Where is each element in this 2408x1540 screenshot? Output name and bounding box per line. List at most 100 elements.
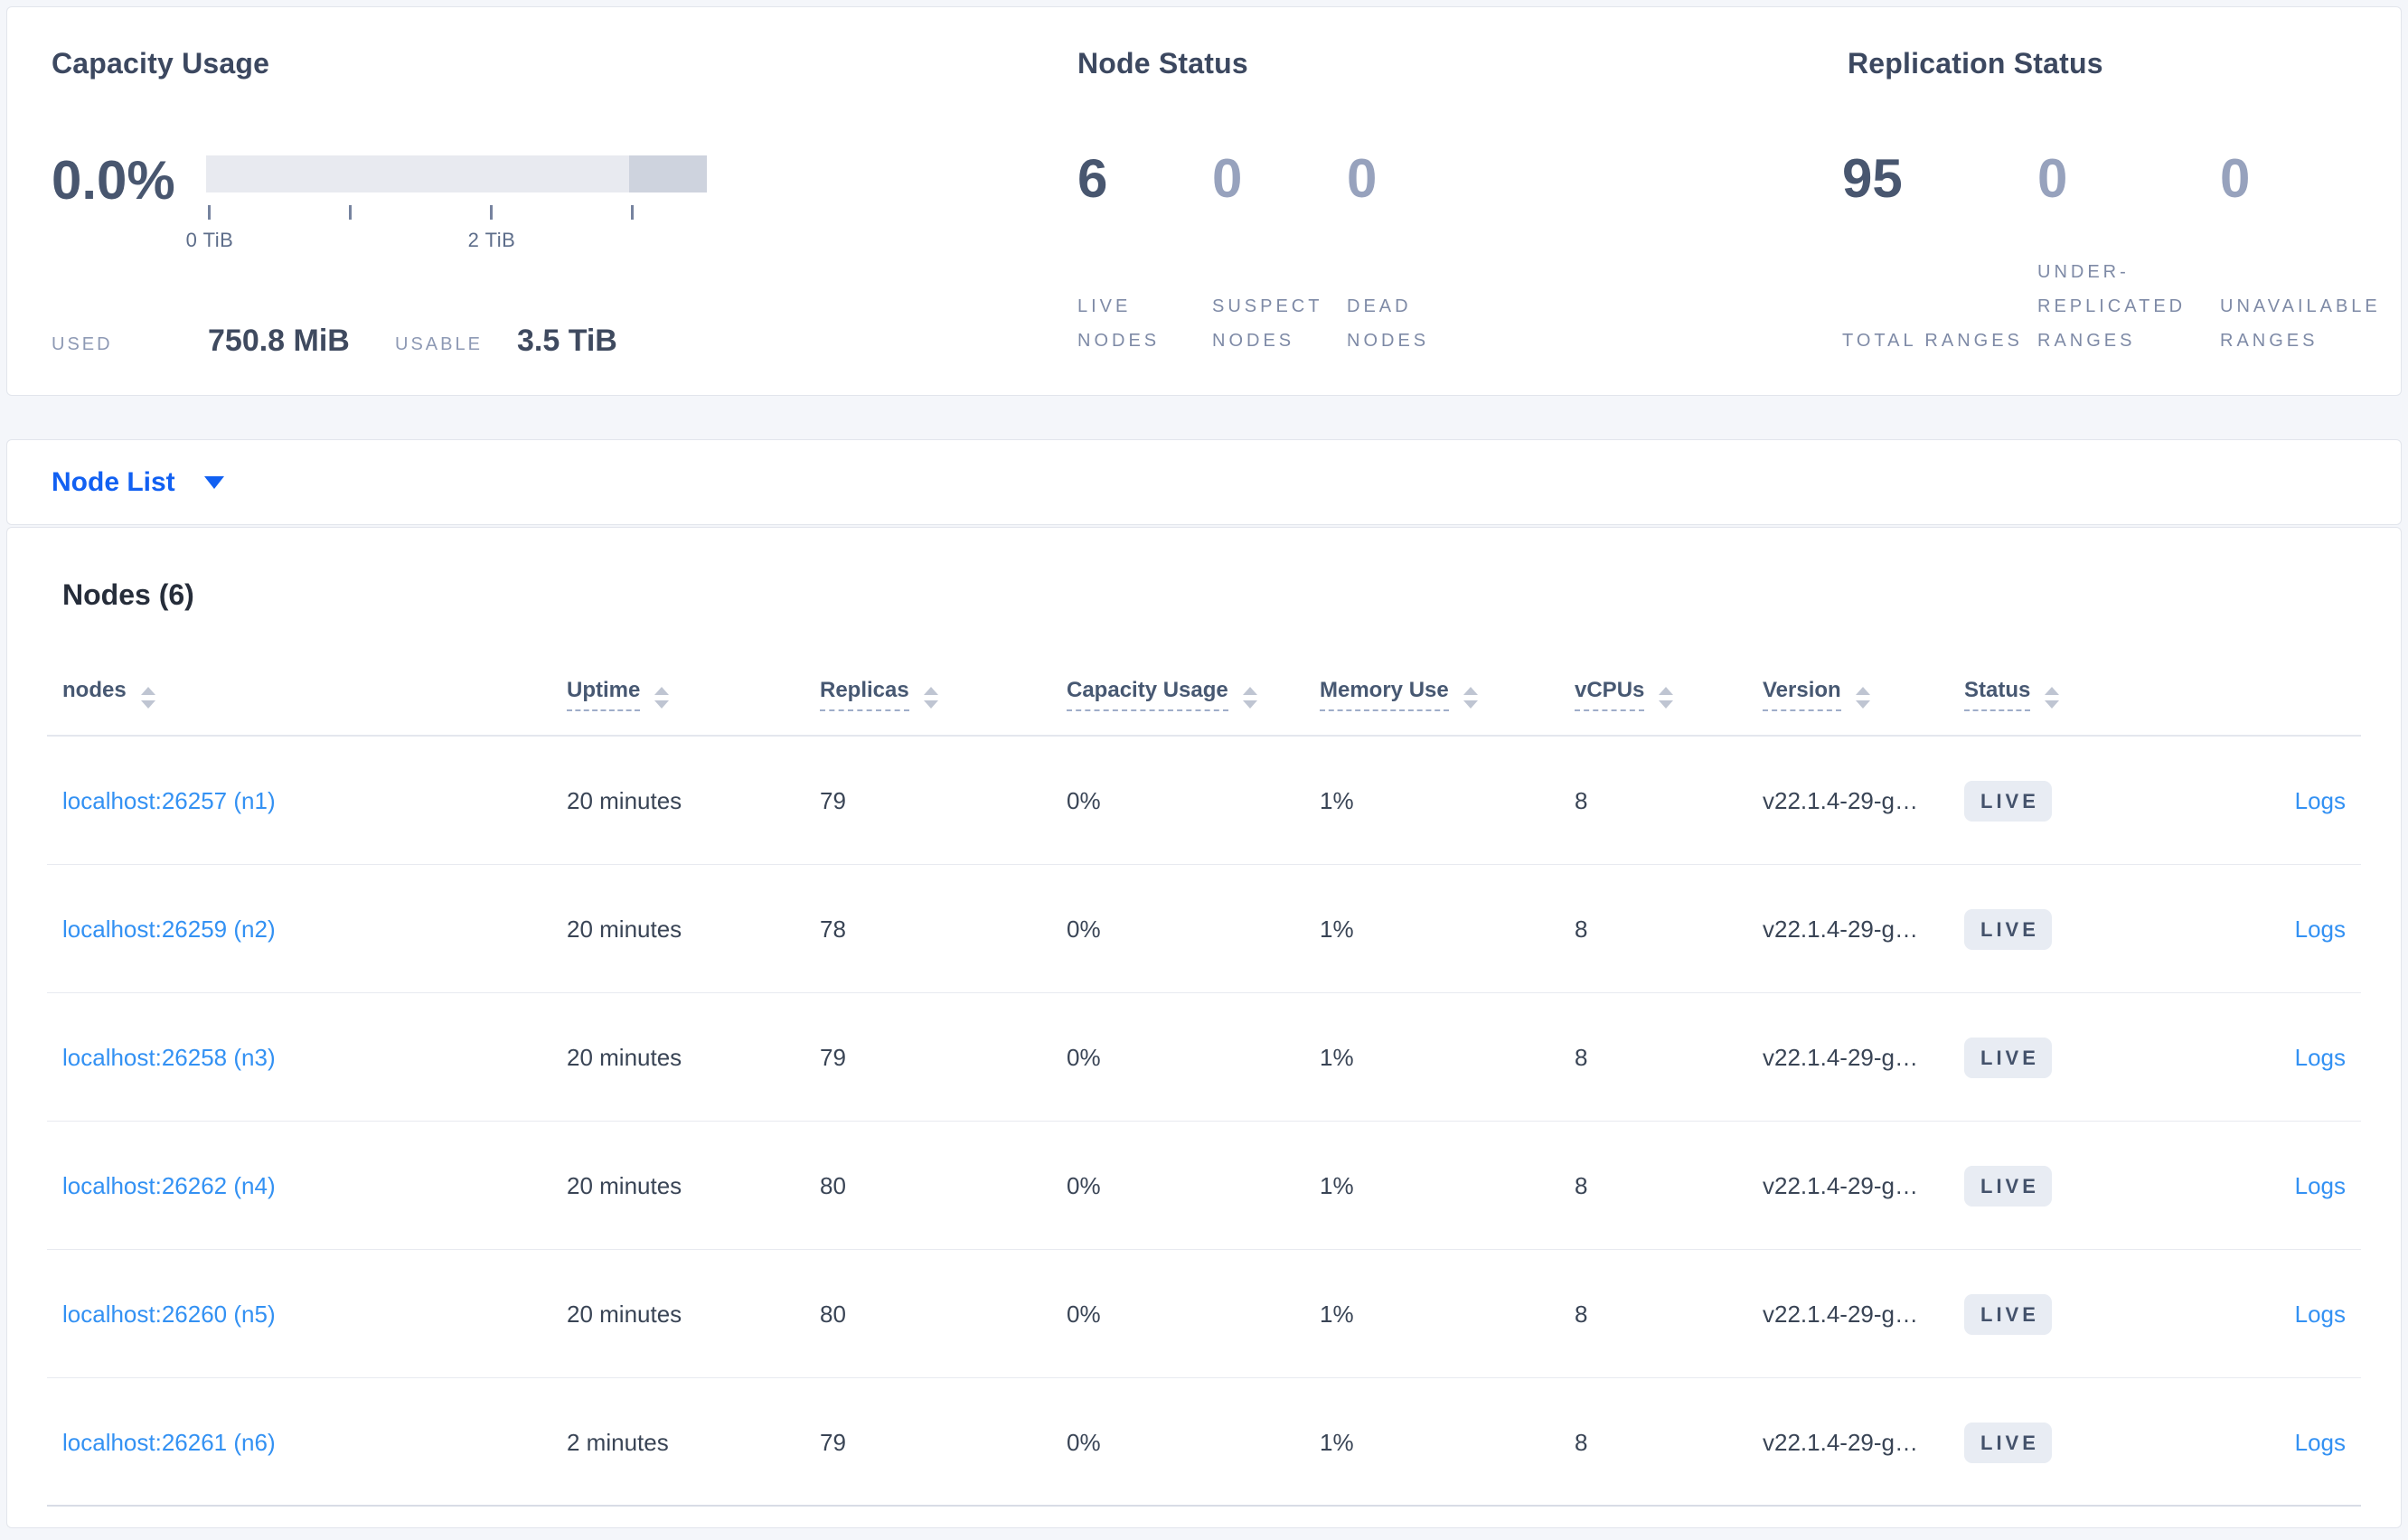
chevron-down-icon[interactable] (203, 475, 224, 489)
memory-cell: 1% (1320, 1171, 1354, 1199)
status-badge: LIVE (1964, 1037, 2052, 1078)
table-row: localhost:26260 (n5) 20 minutes 80 0% 1%… (7, 1250, 2401, 1378)
node-address-link[interactable]: localhost:26261 (n6) (62, 1428, 276, 1456)
sort-icon (1242, 687, 1257, 709)
logs-link[interactable]: Logs (2294, 1428, 2346, 1456)
vcpus-cell: 8 (1575, 786, 1588, 814)
version-cell: v22.1.4-29-g… (1763, 1300, 1918, 1328)
vcpus-cell: 8 (1575, 1171, 1588, 1199)
node-address-link[interactable]: localhost:26260 (n5) (62, 1300, 276, 1328)
under-replicated-ranges-value: 0 (2037, 148, 2068, 209)
node-list-dropdown-bar: Node List (6, 439, 2402, 525)
vcpus-cell: 8 (1575, 1428, 1588, 1456)
memory-cell: 1% (1320, 1043, 1354, 1071)
replicas-cell: 80 (820, 1300, 846, 1328)
table-row: localhost:26261 (n6) 2 minutes 79 0% 1% … (7, 1378, 2401, 1507)
axis-tick (490, 205, 493, 220)
node-address-link[interactable]: localhost:26258 (n3) (62, 1043, 276, 1071)
uptime-cell: 20 minutes (567, 786, 682, 814)
capacity-bar-dark-segment (629, 155, 707, 192)
node-status-title: Node Status (1077, 47, 1248, 80)
status-badge: LIVE (1964, 780, 2052, 822)
column-header-nodes[interactable]: nodes (62, 678, 567, 711)
logs-link[interactable]: Logs (2294, 786, 2346, 814)
column-header-capacity-usage[interactable]: Capacity Usage (1067, 678, 1320, 711)
replicas-cell: 79 (820, 1043, 846, 1071)
sort-icon (654, 687, 670, 709)
memory-cell: 1% (1320, 915, 1354, 943)
status-badge: LIVE (1964, 1293, 2052, 1335)
vcpus-cell: 8 (1575, 915, 1588, 943)
node-address-link[interactable]: localhost:26262 (n4) (62, 1171, 276, 1199)
capacity-cell: 0% (1067, 1171, 1101, 1199)
used-value: 750.8 MiB (208, 324, 350, 358)
uptime-cell: 20 minutes (567, 1300, 682, 1328)
live-nodes-label: LIVE NODES (1077, 296, 1161, 351)
total-ranges-value: 95 (1842, 148, 1903, 209)
vcpus-cell: 8 (1575, 1300, 1588, 1328)
total-ranges-label: TOTAL RANGES (1842, 331, 2023, 351)
live-nodes-value: 6 (1077, 148, 1108, 209)
logs-link[interactable]: Logs (2294, 1171, 2346, 1199)
version-cell: v22.1.4-29-g… (1763, 1043, 1918, 1071)
uptime-cell: 20 minutes (567, 1171, 682, 1199)
dead-nodes-value: 0 (1347, 148, 1378, 209)
replicas-cell: 79 (820, 786, 846, 814)
sort-icon (1855, 687, 1870, 709)
axis-tick (208, 205, 211, 220)
replicas-cell: 78 (820, 915, 846, 943)
memory-cell: 1% (1320, 786, 1354, 814)
node-list-dropdown[interactable]: Node List (52, 466, 175, 497)
uptime-cell: 20 minutes (567, 1043, 682, 1071)
nodes-heading: Nodes (6) (62, 578, 194, 611)
column-header-vcpus[interactable]: vCPUs (1575, 678, 1763, 711)
capacity-cell: 0% (1067, 1428, 1101, 1456)
replicas-cell: 80 (820, 1171, 846, 1199)
column-header-version[interactable]: Version (1763, 678, 1964, 711)
column-header-uptime[interactable]: Uptime (567, 678, 820, 711)
under-replicated-ranges-label: UNDER-REPLICATED RANGES (2037, 262, 2187, 351)
sort-icon (140, 687, 155, 709)
capacity-usage-bar (206, 155, 707, 192)
axis-tick (349, 205, 352, 220)
replicas-cell: 79 (820, 1428, 846, 1456)
table-row: localhost:26259 (n2) 20 minutes 78 0% 1%… (7, 865, 2401, 993)
version-cell: v22.1.4-29-g… (1763, 915, 1918, 943)
cluster-overview-panel: Capacity Usage 0.0% 0 TiB 2 TiB USED 750… (6, 6, 2402, 396)
column-header-status[interactable]: Status (1964, 678, 2186, 711)
used-label: USED (52, 334, 113, 354)
version-cell: v22.1.4-29-g… (1763, 1428, 1918, 1456)
capacity-cell: 0% (1067, 915, 1101, 943)
column-header-logs (2186, 678, 2346, 711)
status-badge: LIVE (1964, 1165, 2052, 1207)
memory-cell: 1% (1320, 1300, 1354, 1328)
suspect-nodes-value: 0 (1212, 148, 1243, 209)
node-address-link[interactable]: localhost:26257 (n1) (62, 786, 276, 814)
capacity-cell: 0% (1067, 1043, 1101, 1071)
capacity-cell: 0% (1067, 1300, 1101, 1328)
replication-status-title: Replication Status (1848, 47, 2103, 80)
column-header-memory-use[interactable]: Memory Use (1320, 678, 1575, 711)
usable-label: USABLE (395, 334, 483, 354)
table-row: localhost:26257 (n1) 20 minutes 79 0% 1%… (7, 737, 2401, 865)
table-header-row: nodes Uptime Replicas Capacity Usage Mem… (7, 678, 2401, 737)
capacity-usage-title: Capacity Usage (52, 47, 270, 80)
sort-icon (1659, 687, 1674, 709)
node-address-link[interactable]: localhost:26259 (n2) (62, 915, 276, 943)
table-row: localhost:26258 (n3) 20 minutes 79 0% 1%… (7, 993, 2401, 1122)
capacity-axis: 0 TiB 2 TiB (186, 192, 707, 265)
logs-link[interactable]: Logs (2294, 915, 2346, 943)
sort-icon (923, 687, 938, 709)
dead-nodes-label: DEAD NODES (1347, 296, 1430, 351)
logs-link[interactable]: Logs (2294, 1043, 2346, 1071)
unavailable-ranges-value: 0 (2220, 148, 2251, 209)
version-cell: v22.1.4-29-g… (1763, 786, 1918, 814)
uptime-cell: 2 minutes (567, 1428, 669, 1456)
logs-link[interactable]: Logs (2294, 1300, 2346, 1328)
unavailable-ranges-label: UNAVAILABLE RANGES (2220, 296, 2381, 351)
axis-tick-label: 0 TiB (185, 229, 234, 251)
memory-cell: 1% (1320, 1428, 1354, 1456)
column-header-replicas[interactable]: Replicas (820, 678, 1067, 711)
axis-tick (631, 205, 634, 220)
table-row: localhost:26262 (n4) 20 minutes 80 0% 1%… (7, 1122, 2401, 1250)
